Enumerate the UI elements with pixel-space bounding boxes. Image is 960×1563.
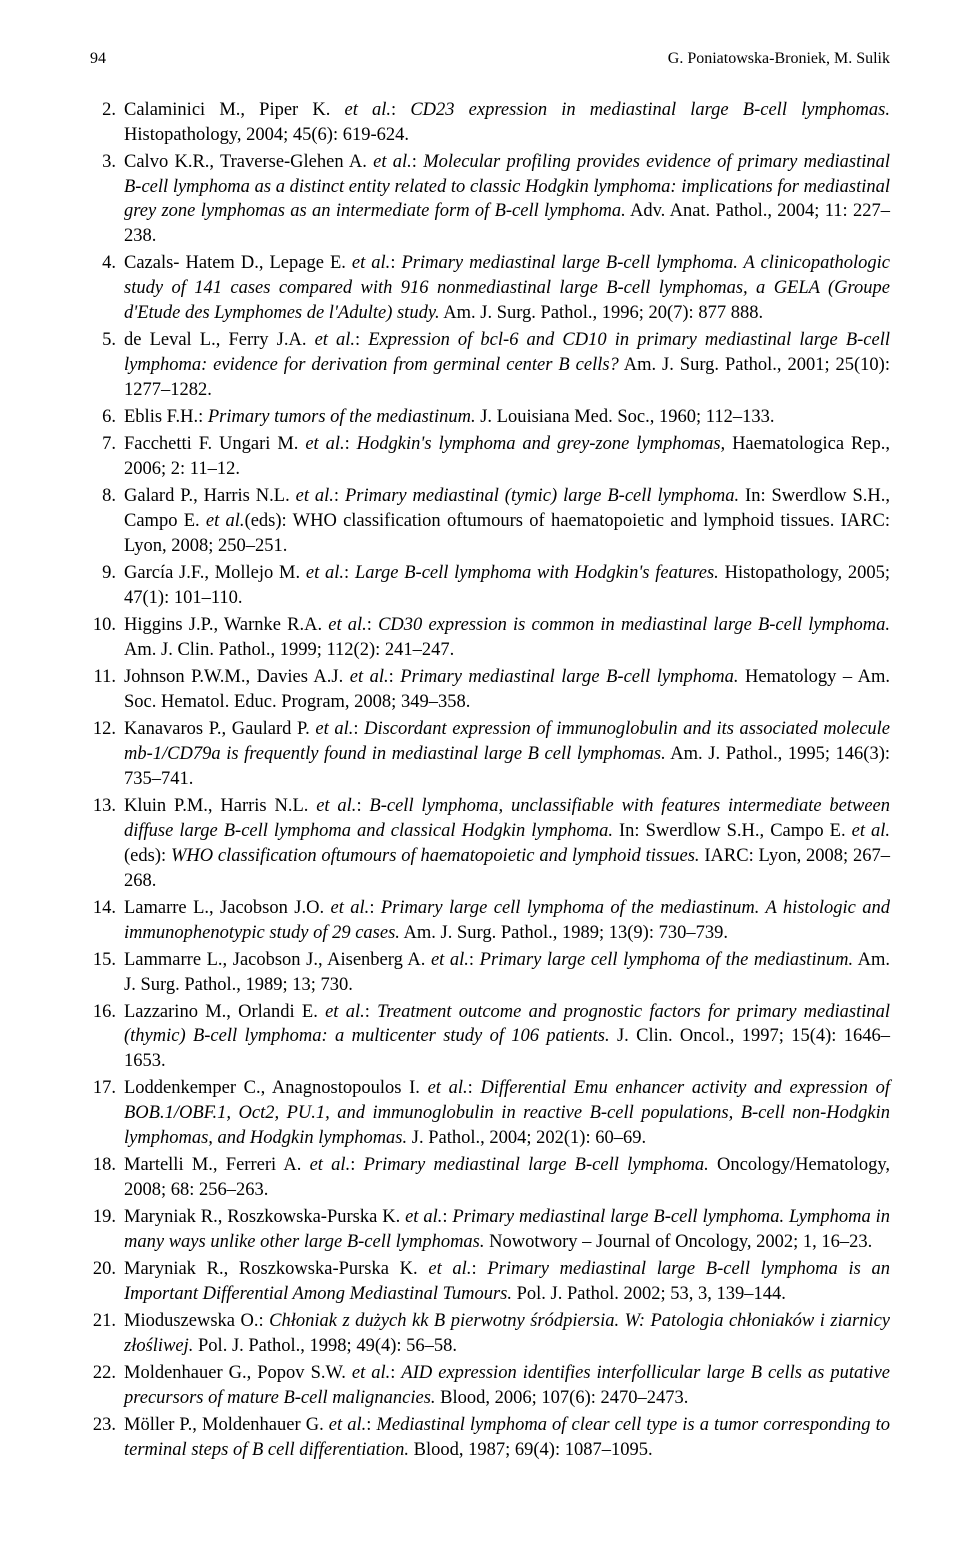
reference-item: 9.García J.F., Mollejo M. et al.: Large … (90, 561, 890, 611)
reference-number: 10. (90, 613, 124, 663)
reference-text: Moldenhauer G., Popov S.W. et al.: AID e… (124, 1361, 890, 1411)
reference-text: Calaminici M., Piper K. et al.: CD23 exp… (124, 98, 890, 148)
reference-item: 6.Eblis F.H.: Primary tumors of the medi… (90, 405, 890, 430)
reference-text: Maryniak R., Roszkowska-Purska K. et al.… (124, 1205, 890, 1255)
reference-number: 6. (90, 405, 124, 430)
reference-text: Lazzarino M., Orlandi E. et al.: Treatme… (124, 1000, 890, 1075)
reference-text: Higgins J.P., Warnke R.A. et al.: CD30 e… (124, 613, 890, 663)
reference-text: Galard P., Harris N.L. et al.: Primary m… (124, 484, 890, 559)
reference-text: Lammarre L., Jacobson J., Aisenberg A. e… (124, 948, 890, 998)
reference-item: 13.Kluin P.M., Harris N.L. et al.: B-cel… (90, 794, 890, 894)
reference-text: Martelli M., Ferreri A. et al.: Primary … (124, 1153, 890, 1203)
reference-item: 2.Calaminici M., Piper K. et al.: CD23 e… (90, 98, 890, 148)
reference-item: 23.Möller P., Moldenhauer G. et al.: Med… (90, 1413, 890, 1463)
reference-number: 17. (90, 1076, 124, 1151)
reference-item: 21.Mioduszewska O.: Chłoniak z dużych kk… (90, 1309, 890, 1359)
reference-number: 2. (90, 98, 124, 148)
reference-number: 14. (90, 896, 124, 946)
reference-text: Facchetti F. Ungari M. et al.: Hodgkin's… (124, 432, 890, 482)
reference-text: de Leval L., Ferry J.A. et al.: Expressi… (124, 328, 890, 403)
reference-number: 15. (90, 948, 124, 998)
reference-number: 22. (90, 1361, 124, 1411)
reference-text: Mioduszewska O.: Chłoniak z dużych kk B … (124, 1309, 890, 1359)
reference-text: Möller P., Moldenhauer G. et al.: Medias… (124, 1413, 890, 1463)
reference-number: 7. (90, 432, 124, 482)
reference-text: Eblis F.H.: Primary tumors of the medias… (124, 405, 890, 430)
reference-number: 16. (90, 1000, 124, 1075)
page-number: 94 (90, 48, 106, 70)
reference-item: 4.Cazals- Hatem D., Lepage E. et al.: Pr… (90, 251, 890, 326)
reference-item: 8.Galard P., Harris N.L. et al.: Primary… (90, 484, 890, 559)
reference-item: 12.Kanavaros P., Gaulard P. et al.: Disc… (90, 717, 890, 792)
reference-number: 13. (90, 794, 124, 894)
reference-item: 18.Martelli M., Ferreri A. et al.: Prima… (90, 1153, 890, 1203)
reference-number: 12. (90, 717, 124, 792)
reference-text: Maryniak R., Roszkowska-Purska K. et al.… (124, 1257, 890, 1307)
page-header: 94 G. Poniatowska-Broniek, M. Sulik (90, 48, 890, 70)
reference-item: 15.Lammarre L., Jacobson J., Aisenberg A… (90, 948, 890, 998)
reference-number: 23. (90, 1413, 124, 1463)
reference-text: Johnson P.W.M., Davies A.J. et al.: Prim… (124, 665, 890, 715)
reference-item: 16.Lazzarino M., Orlandi E. et al.: Trea… (90, 1000, 890, 1075)
reference-text: García J.F., Mollejo M. et al.: Large B-… (124, 561, 890, 611)
reference-number: 11. (90, 665, 124, 715)
reference-number: 8. (90, 484, 124, 559)
reference-text: Calvo K.R., Traverse-Glehen A. et al.: M… (124, 150, 890, 250)
reference-number: 4. (90, 251, 124, 326)
reference-number: 20. (90, 1257, 124, 1307)
reference-item: 17.Loddenkemper C., Anagnostopoulos I. e… (90, 1076, 890, 1151)
reference-number: 3. (90, 150, 124, 250)
reference-item: 19.Maryniak R., Roszkowska-Purska K. et … (90, 1205, 890, 1255)
references-list: 2.Calaminici M., Piper K. et al.: CD23 e… (90, 98, 890, 1463)
reference-number: 9. (90, 561, 124, 611)
reference-number: 21. (90, 1309, 124, 1359)
reference-item: 22.Moldenhauer G., Popov S.W. et al.: AI… (90, 1361, 890, 1411)
reference-text: Kanavaros P., Gaulard P. et al.: Discord… (124, 717, 890, 792)
header-authors: G. Poniatowska-Broniek, M. Sulik (668, 48, 890, 70)
reference-number: 5. (90, 328, 124, 403)
reference-item: 14.Lamarre L., Jacobson J.O. et al.: Pri… (90, 896, 890, 946)
reference-text: Lamarre L., Jacobson J.O. et al.: Primar… (124, 896, 890, 946)
reference-item: 20.Maryniak R., Roszkowska-Purska K. et … (90, 1257, 890, 1307)
reference-item: 3.Calvo K.R., Traverse-Glehen A. et al.:… (90, 150, 890, 250)
reference-text: Kluin P.M., Harris N.L. et al.: B-cell l… (124, 794, 890, 894)
reference-number: 18. (90, 1153, 124, 1203)
reference-item: 5.de Leval L., Ferry J.A. et al.: Expres… (90, 328, 890, 403)
reference-item: 11.Johnson P.W.M., Davies A.J. et al.: P… (90, 665, 890, 715)
reference-number: 19. (90, 1205, 124, 1255)
reference-item: 7.Facchetti F. Ungari M. et al.: Hodgkin… (90, 432, 890, 482)
reference-item: 10.Higgins J.P., Warnke R.A. et al.: CD3… (90, 613, 890, 663)
reference-text: Cazals- Hatem D., Lepage E. et al.: Prim… (124, 251, 890, 326)
reference-text: Loddenkemper C., Anagnostopoulos I. et a… (124, 1076, 890, 1151)
